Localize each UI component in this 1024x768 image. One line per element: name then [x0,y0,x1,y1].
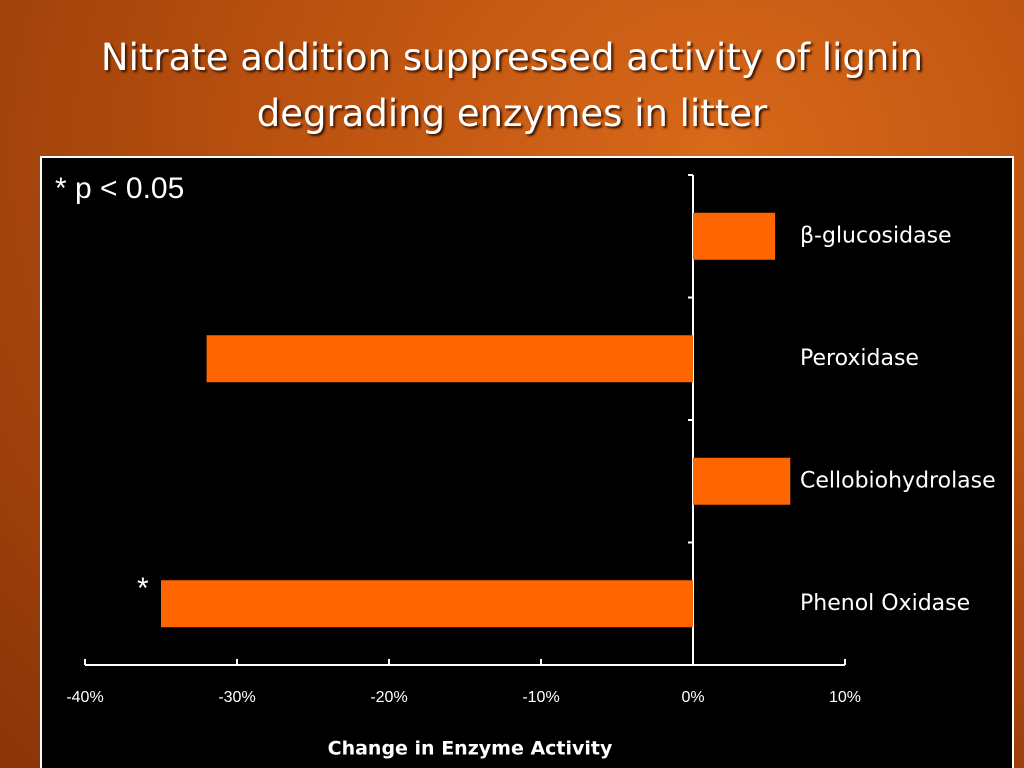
x-tick-label: 10% [829,689,861,706]
x-tick-label: -20% [370,689,407,706]
x-tick-label: -10% [522,689,559,706]
bar [693,212,776,260]
bar [161,580,693,628]
x-axis-label: Change in Enzyme Activity [328,738,613,760]
annotation: * p < 0.05 [55,172,184,205]
bar [206,335,693,383]
category-label: Peroxidase [800,346,919,371]
chart-area [40,156,1014,768]
x-tick-label: -40% [66,689,103,706]
x-tick-label: -30% [218,689,255,706]
category-label: Phenol Oxidase [800,591,970,616]
bar [693,457,791,505]
slide-title: Nitrate addition suppressed activity of … [100,36,924,135]
category-label: Cellobiohydrolase [800,468,996,493]
annotation: * [137,572,149,605]
x-tick-label: 0% [681,689,704,706]
category-label: β-glucosidase [800,223,952,248]
